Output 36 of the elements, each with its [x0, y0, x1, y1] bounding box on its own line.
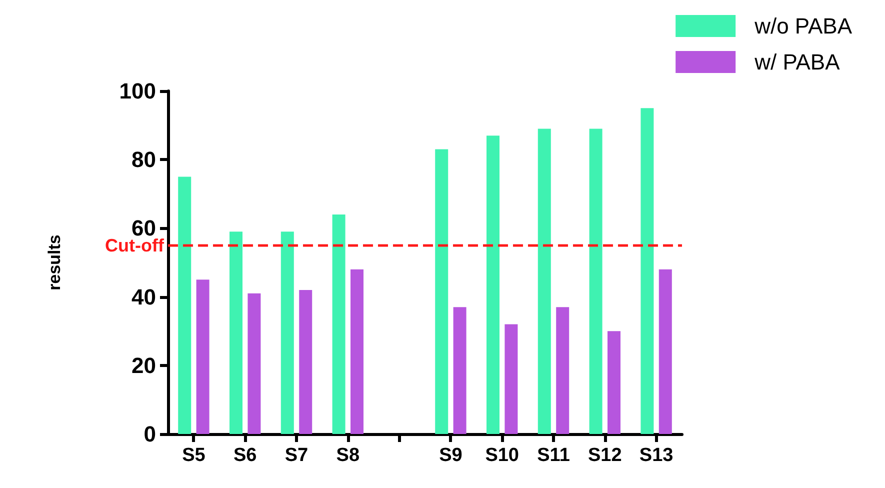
bar [608, 331, 620, 434]
y-tick-label: 40 [132, 284, 156, 310]
bar [280, 232, 294, 434]
bar [640, 108, 654, 434]
bar [350, 269, 364, 434]
x-tick-label: S11 [537, 445, 570, 466]
bar [196, 280, 210, 434]
bar [453, 307, 466, 434]
y-tick-label: 80 [132, 147, 156, 172]
bar [332, 214, 346, 434]
ref-line-label: Cut-off [105, 235, 166, 256]
bar [589, 128, 602, 434]
legend-label: w/ PABA [754, 50, 840, 74]
bar [504, 324, 518, 434]
x-tick-label: S5 [182, 445, 206, 466]
bar [435, 149, 448, 434]
x-tick-label: S7 [284, 445, 308, 466]
bar [538, 128, 551, 434]
y-tick-label: 100 [119, 78, 156, 104]
y-axis-title: results [45, 234, 64, 290]
x-tick-label: S12 [588, 445, 622, 466]
bar [486, 136, 500, 434]
bar [299, 290, 312, 434]
bar [248, 293, 261, 434]
x-tick-label: S9 [439, 445, 462, 466]
x-tick-label: S6 [233, 445, 257, 466]
bar [658, 269, 672, 434]
x-tick-label: S8 [336, 445, 360, 466]
x-tick-label: S10 [485, 445, 520, 466]
y-tick-label: 0 [144, 422, 156, 446]
bar [178, 176, 192, 434]
y-tick-label: 20 [132, 352, 156, 378]
bar [230, 232, 242, 434]
bar [556, 307, 570, 434]
x-tick-label: S13 [639, 445, 674, 466]
legend-label: w/o PABA [754, 14, 852, 38]
